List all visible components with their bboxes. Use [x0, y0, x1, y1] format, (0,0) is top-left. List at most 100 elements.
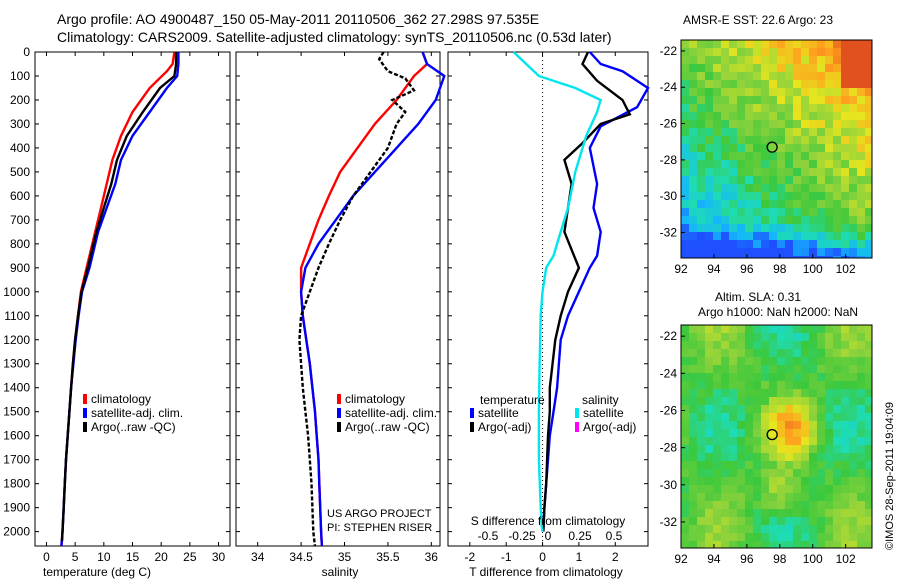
map-cell [849, 160, 858, 169]
map-cell [817, 184, 826, 193]
map-cell [785, 128, 794, 137]
map-cell [833, 248, 842, 257]
map-cell [857, 397, 866, 406]
map-y-tick-label: -30 [660, 478, 678, 492]
map-cell [681, 168, 690, 177]
map-cell [745, 192, 754, 201]
map-cell [705, 64, 714, 73]
map-cell [729, 160, 738, 169]
map-cell [769, 248, 778, 257]
map-cell [769, 357, 778, 366]
map-cell [713, 224, 722, 233]
map-cell [809, 397, 818, 406]
map-cell [801, 96, 810, 105]
map-cell [801, 477, 810, 486]
map-cell [785, 429, 794, 438]
map-cell [761, 453, 770, 462]
map-cell [729, 373, 738, 382]
map-cell [793, 421, 802, 430]
map-cell [801, 56, 810, 65]
map-cell [769, 533, 778, 542]
map-cell [769, 160, 778, 169]
map-cell [713, 56, 722, 65]
map-cell [697, 533, 706, 542]
map-cell [721, 541, 730, 548]
map-cell [857, 192, 866, 201]
map-cell [689, 333, 698, 342]
map-cell [713, 112, 722, 121]
map-cell [849, 104, 858, 113]
map-cell [753, 208, 762, 217]
sst-map: 92 94 96 98 100 102 -22 -24 -26 -28 -30 -32 [660, 39, 873, 276]
map-cell [689, 493, 698, 502]
map-cell [737, 405, 746, 414]
sla-map: 92 94 96 98 100 102 -22 -24 -26 -28 -30 -32 [660, 324, 873, 566]
map-cell [809, 248, 818, 257]
map-cell [825, 373, 834, 382]
map-cell [769, 168, 778, 177]
map-cell [785, 248, 794, 257]
map-cell [825, 160, 834, 169]
map-cell [681, 493, 690, 502]
map-cell [801, 493, 810, 502]
map-cell [849, 325, 858, 334]
map-cell [713, 493, 722, 502]
map-cell [857, 381, 866, 390]
map-cell [833, 397, 842, 406]
map-cell [817, 477, 826, 486]
depth-tick-label: 200 [10, 93, 30, 107]
map-cell [825, 397, 834, 406]
map-cell [857, 349, 866, 358]
map-cell [769, 501, 778, 510]
map-cell [849, 421, 858, 430]
map-cell [689, 168, 698, 177]
depth-tick-label: 1000 [3, 285, 30, 299]
map-cell [753, 200, 762, 209]
map-cell [833, 48, 842, 57]
map-cell [681, 56, 690, 65]
map-cell [769, 40, 778, 49]
map-cell [681, 256, 690, 258]
map-cell [809, 72, 818, 81]
map-cell [753, 136, 762, 145]
map-cell [769, 64, 778, 73]
map-cell [809, 365, 818, 374]
map-cell [761, 437, 770, 446]
map-cell [849, 224, 858, 233]
map-cell [729, 88, 738, 97]
map-cell [825, 541, 834, 548]
map-x-tick-label: 96 [740, 552, 754, 566]
map-cell [833, 72, 842, 81]
map-cell [801, 333, 810, 342]
map-cell [785, 112, 794, 121]
map-cell [761, 240, 770, 249]
map-cell [721, 144, 730, 153]
map-cell [793, 56, 802, 65]
map-cell [833, 104, 842, 113]
map-cell [857, 517, 866, 526]
map-cell [721, 349, 730, 358]
map-cell [697, 184, 706, 193]
map-cell [793, 48, 802, 57]
map-cell [689, 96, 698, 105]
map-cell [857, 112, 866, 121]
map-cell [825, 461, 834, 470]
map-cell [713, 437, 722, 446]
map-cell [857, 104, 866, 113]
map-x-tick-label: 94 [707, 552, 721, 566]
map-y-tick-label: -32 [660, 515, 678, 529]
map-cell [865, 200, 872, 209]
map-cell [825, 256, 834, 258]
map-cell [713, 80, 722, 89]
map-cell [793, 224, 802, 233]
map-cell [745, 437, 754, 446]
legend-label: Argo(-adj) [478, 420, 531, 434]
map-cell [713, 445, 722, 454]
map-cell [729, 533, 738, 542]
map-cell [681, 128, 690, 137]
map-cell [857, 224, 866, 233]
map-cell [785, 389, 794, 398]
map-cell [777, 381, 786, 390]
map-cell [801, 64, 810, 73]
map-cell [817, 224, 826, 233]
